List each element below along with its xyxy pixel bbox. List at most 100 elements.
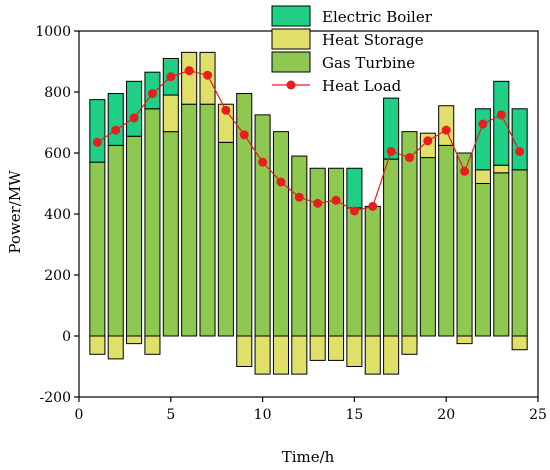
bar-heat-storage-12	[291, 335, 308, 375]
bar-gas-turbine-1	[89, 161, 106, 337]
heat-load-point-21	[460, 166, 470, 176]
bar-gas-turbine-9	[236, 93, 253, 337]
bar-gas-turbine-10	[254, 114, 271, 337]
heat-load-point-13	[313, 198, 323, 208]
bar-gas-turbine-21	[456, 152, 473, 337]
bar-heat-storage-13	[309, 335, 326, 361]
bar-gas-turbine-12	[291, 155, 308, 337]
heat-load-point-10	[258, 157, 268, 167]
bar-heat-storage-16	[364, 335, 381, 375]
heat-load-point-1	[92, 137, 102, 147]
bar-heat-storage-14	[328, 335, 345, 361]
bar-heat-storage-10	[254, 335, 271, 375]
bar-gas-turbine-5	[162, 131, 179, 337]
bar-heat-storage-11	[272, 335, 289, 375]
heat-load-point-5	[166, 72, 176, 82]
legend-swatch-heat-storage	[271, 28, 311, 50]
x-tick-label-20: 20	[437, 407, 455, 423]
bar-gas-turbine-20	[438, 144, 455, 337]
heat-load-point-17	[386, 146, 396, 156]
y-axis-label: Power/MW	[6, 170, 24, 254]
legend: Electric Boiler Heat Storage Gas Turbine He…	[271, 5, 433, 95]
x-tick-label-10: 10	[254, 407, 272, 423]
bar-heat-storage-17	[383, 335, 400, 375]
bar-gas-turbine-6	[181, 103, 198, 337]
bar-electric-boiler-23	[493, 80, 510, 166]
heat-load-line-layer	[92, 66, 525, 216]
bar-gas-turbine-11	[272, 131, 289, 337]
bar-gas-turbine-3	[126, 135, 143, 337]
heat-load-point-4	[147, 89, 157, 99]
x-tick-label-0: 0	[75, 407, 84, 423]
bar-gas-turbine-22	[474, 183, 491, 337]
legend-label-electric-boiler: Electric Boiler	[322, 8, 433, 26]
legend-swatch-electric-boiler	[271, 5, 311, 27]
bar-gas-turbine-4	[144, 108, 161, 337]
y-tick-label-600: 600	[44, 146, 71, 162]
x-axis-label: Time/h	[282, 448, 335, 466]
y-tick-label--200: -200	[40, 390, 71, 406]
x-tick-label-5: 5	[166, 407, 175, 423]
x-tick-label-15: 15	[345, 407, 363, 423]
bar-gas-turbine-19	[419, 157, 436, 337]
heat-load-point-11	[276, 177, 286, 187]
bar-heat-storage-18	[401, 335, 418, 355]
bar-heat-storage-23	[493, 164, 510, 174]
bar-gas-turbine-7	[199, 103, 216, 337]
heat-load-line	[97, 70, 521, 212]
y-tick-label-200: 200	[44, 268, 71, 284]
bar-gas-turbine-17	[383, 158, 400, 337]
bar-gas-turbine-16	[364, 205, 381, 337]
bar-gas-turbine-24	[511, 169, 528, 337]
bar-heat-storage-6	[181, 51, 198, 105]
bar-heat-storage-21	[456, 335, 473, 345]
bar-heat-storage-1	[89, 335, 106, 355]
y-tick-label-0: 0	[62, 329, 71, 345]
legend-label-heat-load: Heat Load	[322, 77, 402, 95]
bar-heat-storage-24	[511, 335, 528, 351]
bar-heat-storage-4	[144, 335, 161, 355]
bar-gas-turbine-23	[493, 172, 510, 337]
bar-electric-boiler-17	[383, 97, 400, 160]
bar-heat-storage-8	[217, 103, 234, 143]
heat-load-point-7	[203, 70, 213, 80]
bar-electric-boiler-15	[346, 167, 363, 209]
heat-load-point-2	[111, 125, 121, 135]
bar-gas-turbine-2	[107, 144, 124, 337]
bar-gas-turbine-8	[217, 141, 234, 337]
heat-load-point-20	[441, 125, 451, 135]
bar-gas-turbine-14	[328, 167, 345, 337]
bar-electric-boiler-1	[89, 99, 106, 163]
bar-heat-storage-2	[107, 335, 124, 360]
heat-load-point-16	[368, 201, 378, 211]
heat-load-point-3	[129, 113, 139, 123]
bar-heat-storage-20	[438, 105, 455, 146]
bar-electric-boiler-22	[474, 108, 491, 171]
legend-label-gas-turbine: Gas Turbine	[322, 54, 415, 72]
heat-load-point-18	[404, 153, 414, 163]
legend-swatch-gas-turbine	[271, 51, 311, 73]
heat-load-point-6	[184, 66, 194, 76]
y-tick-label-800: 800	[44, 85, 71, 101]
bars-layer	[89, 51, 528, 375]
heat-load-point-22	[478, 119, 488, 129]
heat-load-point-24	[515, 146, 525, 156]
bar-heat-storage-9	[236, 335, 253, 367]
heat-load-point-9	[239, 130, 249, 140]
bar-gas-turbine-15	[346, 207, 363, 337]
y-tick-label-400: 400	[44, 207, 71, 223]
heat-load-point-23	[496, 110, 506, 120]
bar-heat-storage-22	[474, 169, 491, 184]
heat-load-point-14	[331, 195, 341, 205]
legend-label-heat-storage: Heat Storage	[322, 31, 424, 49]
bar-gas-turbine-18	[401, 131, 418, 337]
y-tick-label-1000: 1000	[35, 24, 71, 40]
legend-marker-heat-load	[286, 80, 296, 90]
x-tick-label-25: 25	[529, 407, 547, 423]
heat-load-point-15	[349, 206, 359, 216]
heat-load-point-19	[423, 136, 433, 146]
bar-heat-storage-3	[126, 335, 143, 345]
heat-load-point-12	[294, 192, 304, 202]
bar-heat-storage-5	[162, 94, 179, 133]
